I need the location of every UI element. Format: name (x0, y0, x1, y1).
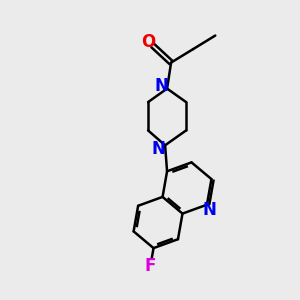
Text: O: O (141, 33, 155, 51)
Text: N: N (151, 140, 165, 158)
Text: N: N (203, 201, 217, 219)
Text: F: F (145, 257, 156, 275)
Text: N: N (154, 76, 168, 94)
